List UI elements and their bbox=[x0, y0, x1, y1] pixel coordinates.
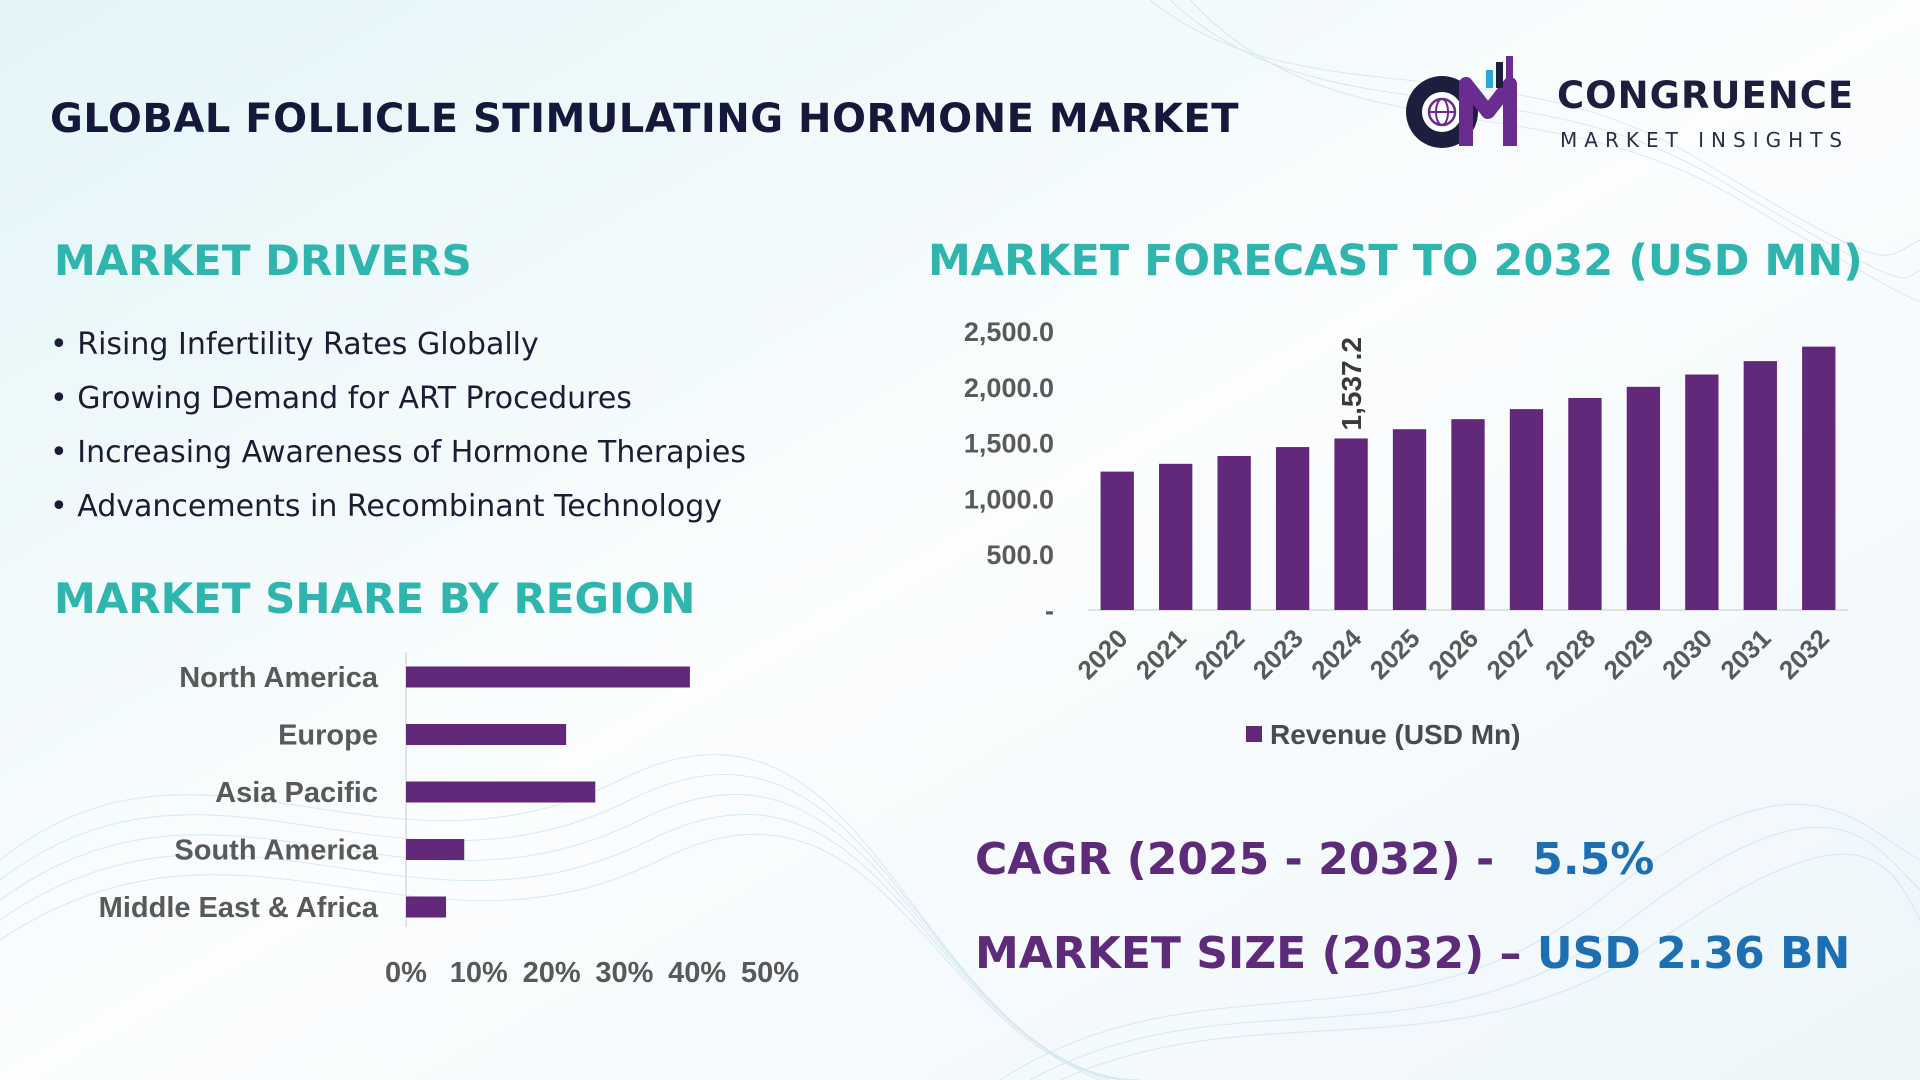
market-share-region-heading: MARKET SHARE BY REGION bbox=[54, 574, 696, 623]
cagr-value: 5.5% bbox=[1532, 834, 1655, 885]
market-size-stat: MARKET SIZE (2032) – USD 2.36 BN bbox=[975, 928, 1850, 979]
cagr-stat: CAGR (2025 - 2032) - 5.5% bbox=[975, 834, 1654, 885]
driver-item: • Advancements in Recombinant Technology bbox=[50, 489, 723, 524]
logo-name: CONGRUENCE bbox=[1557, 74, 1855, 117]
driver-item: • Rising Infertility Rates Globally bbox=[50, 327, 539, 362]
market-drivers-list: • Rising Infertility Rates Globally • Gr… bbox=[50, 322, 746, 538]
driver-item: • Growing Demand for ART Procedures bbox=[50, 381, 632, 416]
driver-item: • Increasing Awareness of Hormone Therap… bbox=[50, 435, 747, 470]
cagr-label: CAGR (2025 - 2032) - bbox=[975, 834, 1495, 885]
page-title: GLOBAL FOLLICLE STIMULATING HORMONE MARK… bbox=[50, 96, 1240, 142]
market-drivers-heading: MARKET DRIVERS bbox=[54, 236, 472, 285]
logo-tagline: MARKET INSIGHTS bbox=[1560, 128, 1850, 152]
market-size-label: MARKET SIZE (2032) – bbox=[975, 928, 1522, 979]
market-size-value: USD 2.36 BN bbox=[1536, 928, 1851, 979]
market-forecast-heading: MARKET FORECAST TO 2032 (USD MN) bbox=[928, 236, 1863, 286]
company-logo: CONGRUENCE MARKET INSIGHTS bbox=[1400, 56, 1870, 156]
globe-bar-chart-icon bbox=[1406, 56, 1517, 148]
